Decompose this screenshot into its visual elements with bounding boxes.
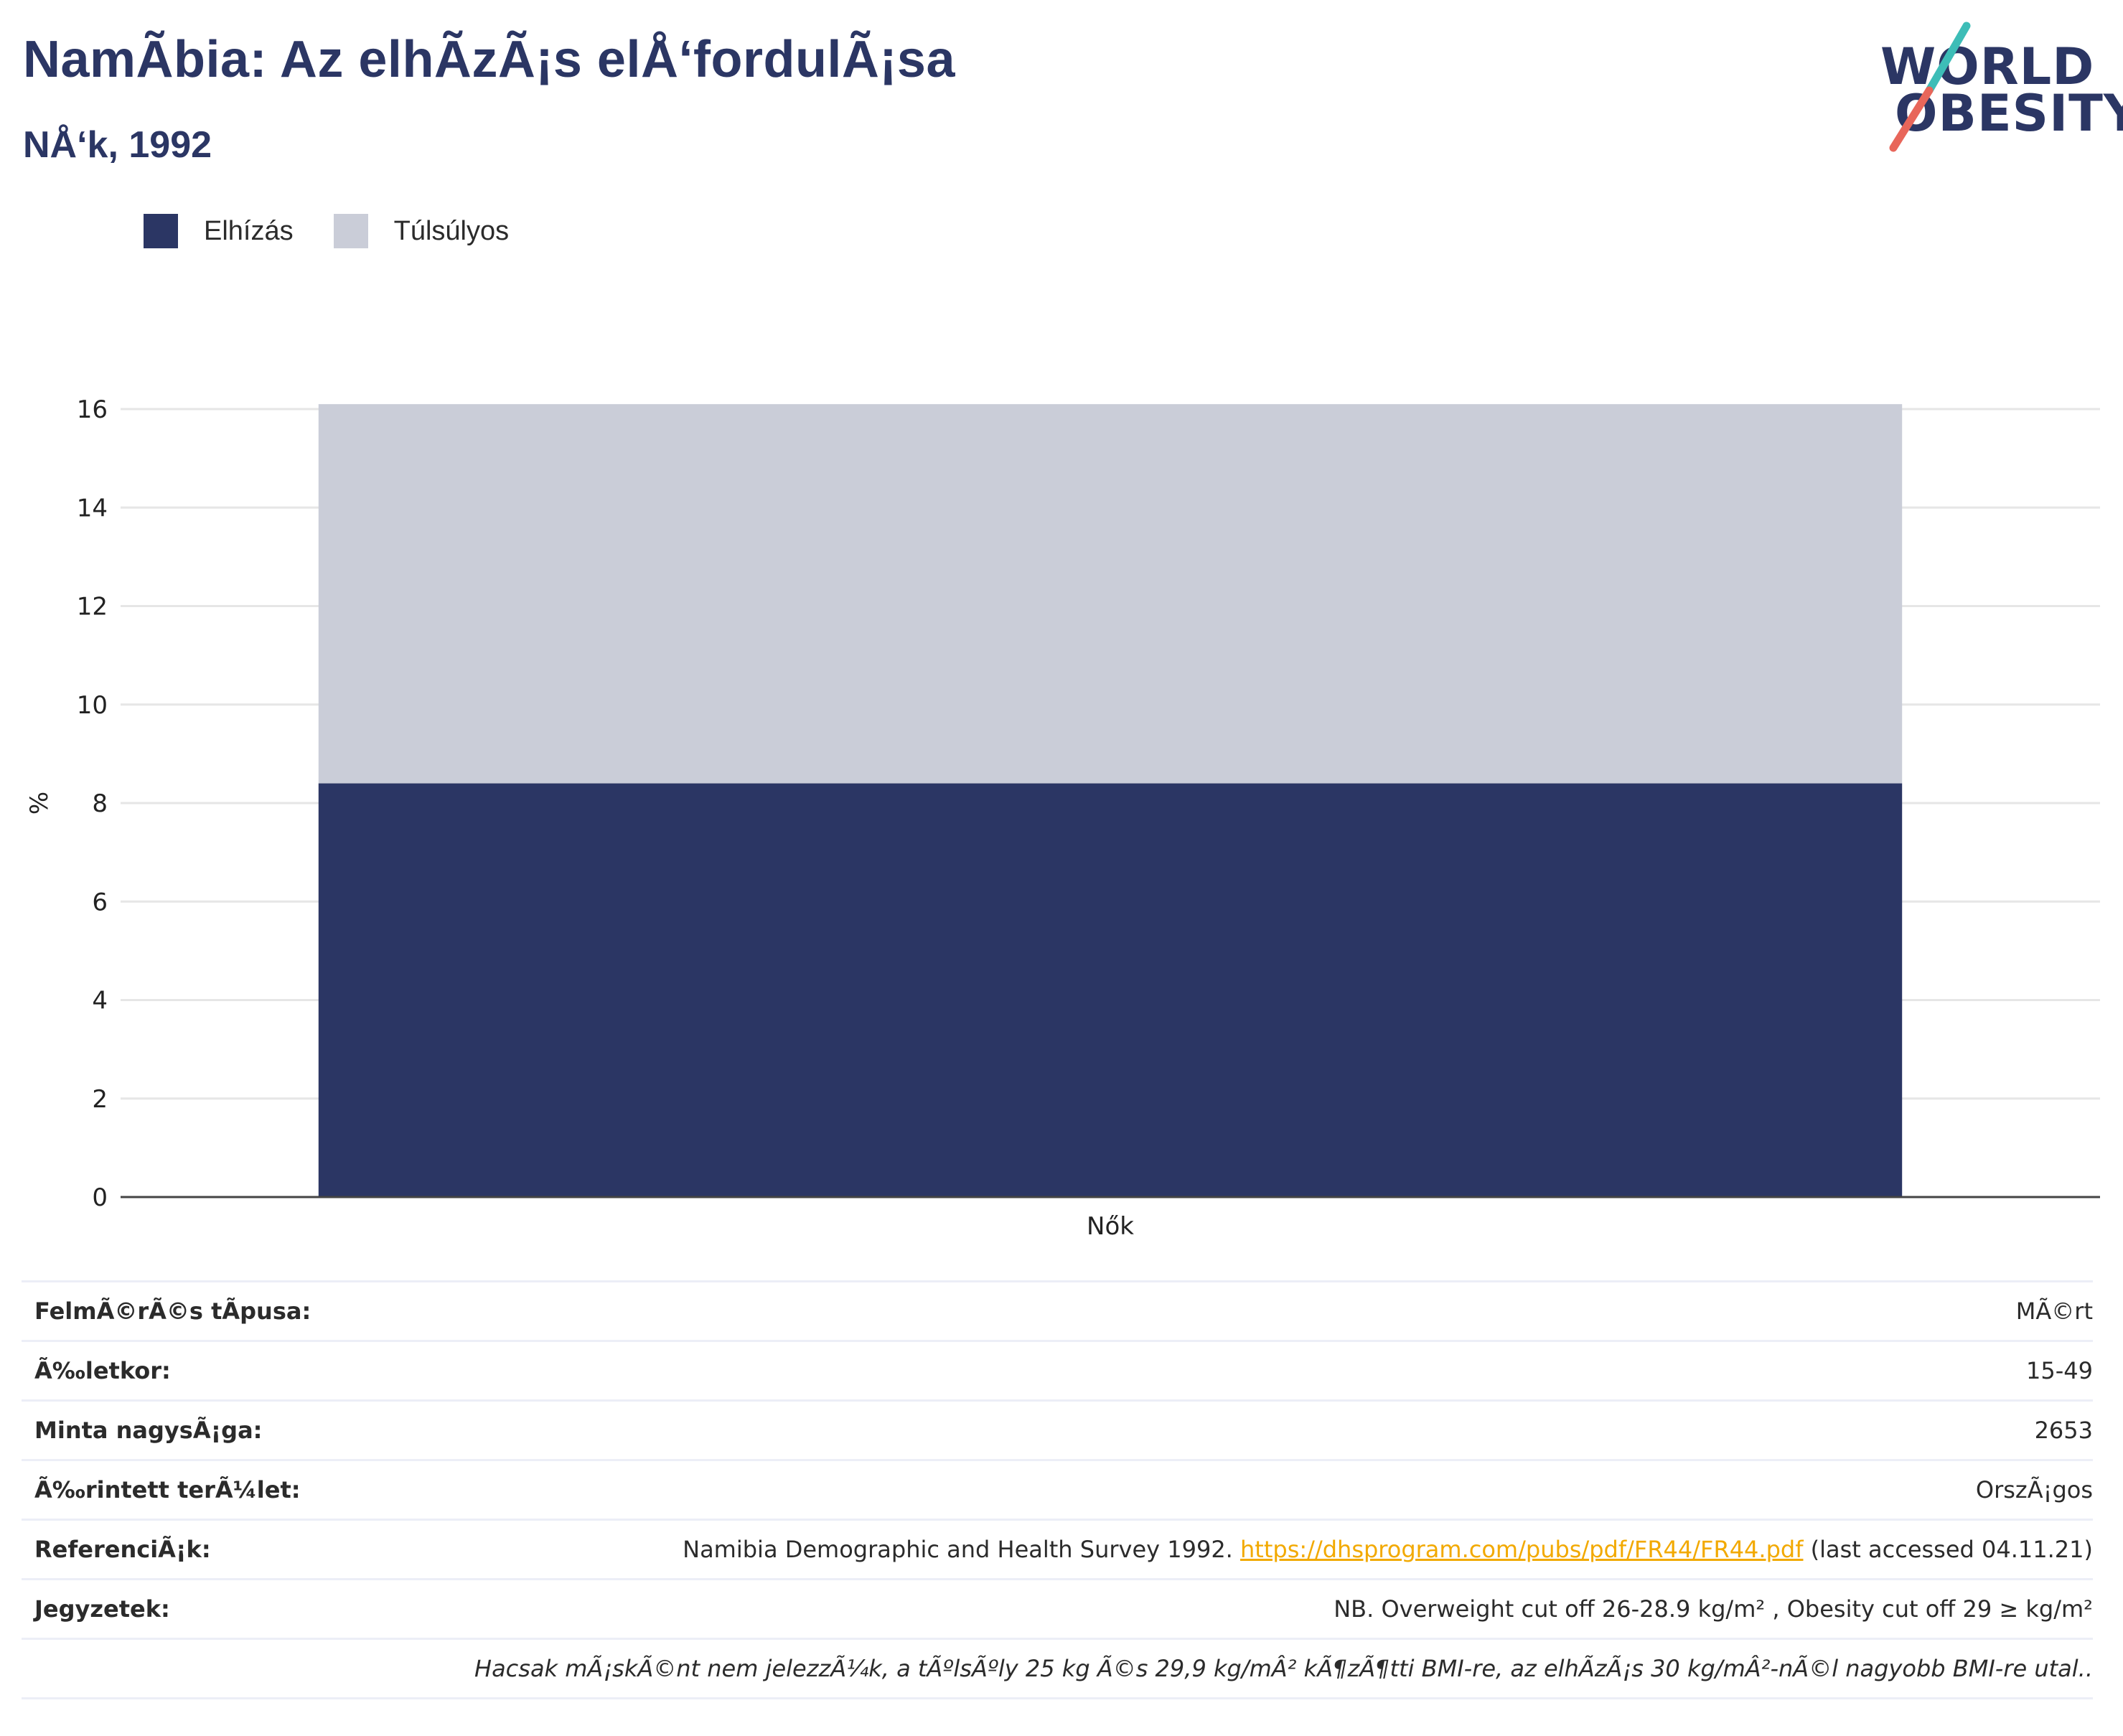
chart-title: NamÃbia: Az elhÃzÃ¡s elÅ‘fordulÃ¡sa <box>23 31 955 88</box>
reference-accessed: (last accessed 04.11.21) <box>1803 1536 2093 1563</box>
chart-subtitle: NÅ‘k, 1992 <box>23 124 212 166</box>
y-tick-label: 0 <box>92 1183 108 1212</box>
bar-segment-overweight <box>318 404 1903 784</box>
logo-slash-icon <box>1889 22 1971 152</box>
info-row-footnote: Hacsak mÃ¡skÃ©nt nem jelezzÃ¼k, a tÃºlsÃ… <box>22 1638 2093 1699</box>
info-row-references: ReferenciÃ¡k: Namibia Demographic and He… <box>22 1519 2093 1578</box>
bar-chart: 0 2 4 6 8 10 12 14 16% Nők <box>25 395 2100 1241</box>
info-row-sample-size: Minta nagysÃ¡ga: 2653 <box>22 1399 2093 1459</box>
y-tick-label: 2 <box>92 1085 108 1114</box>
y-tick-label: 16 <box>77 395 108 424</box>
info-value: OrszÃ¡gos <box>1975 1476 2093 1503</box>
y-tick-label: 4 <box>92 987 108 1015</box>
info-label: Jegyzetek: <box>34 1595 170 1623</box>
reference-link[interactable]: https://dhsprogram.com/pubs/pdf/FR44/FR4… <box>1240 1536 1804 1563</box>
bar-segment-obesity <box>318 783 1903 1197</box>
info-value: 15-49 <box>2026 1357 2093 1384</box>
y-tick-label: 6 <box>92 888 108 916</box>
world-obesity-logo[interactable]: WORLD OBESITY <box>1866 20 2123 156</box>
info-label: FelmÃ©rÃ©s tÃpusa: <box>34 1298 311 1325</box>
legend-label-overweight: Túlsúlyos <box>393 215 510 246</box>
reference-text: Namibia Demographic and Health Survey 19… <box>683 1536 1241 1563</box>
x-tick-label: Nők <box>1087 1212 1134 1241</box>
chart-legend: Elhízás Túlsúlyos <box>144 212 549 250</box>
legend-item-overweight[interactable]: Túlsúlyos <box>333 214 510 248</box>
info-value: NB. Overweight cut off 26-28.9 kg/m² , O… <box>1334 1595 2093 1623</box>
logo-word-obesity: OBESITY <box>1895 84 2123 143</box>
y-axis-label: % <box>25 792 54 815</box>
info-value: 2653 <box>2034 1417 2093 1444</box>
logo-word-world: WORLD <box>1880 37 2095 96</box>
info-label: Minta nagysÃ¡ga: <box>34 1417 263 1444</box>
legend-item-obesity[interactable]: Elhízás <box>144 214 294 248</box>
info-row-age: Ã‰letkor: 15-49 <box>22 1340 2093 1399</box>
y-tick-label: 8 <box>92 789 108 818</box>
info-table: FelmÃ©rÃ©s tÃpusa: MÃ©rt Ã‰letkor: 15-49… <box>22 1280 2093 1699</box>
info-label: ReferenciÃ¡k: <box>34 1536 211 1563</box>
legend-label-obesity: Elhízás <box>204 215 294 246</box>
legend-swatch-overweight <box>333 214 368 248</box>
reference-value: Namibia Demographic and Health Survey 19… <box>683 1536 2093 1563</box>
legend-swatch-obesity <box>144 214 178 248</box>
info-row-survey-type: FelmÃ©rÃ©s tÃpusa: MÃ©rt <box>22 1280 2093 1340</box>
y-tick-label: 12 <box>77 593 108 621</box>
info-value: MÃ©rt <box>2015 1298 2093 1325</box>
info-label: Ã‰letkor: <box>34 1357 171 1384</box>
info-label: Ã‰rintett terÃ¼let: <box>34 1476 301 1503</box>
footnote-text: Hacsak mÃ¡skÃ©nt nem jelezzÃ¼k, a tÃºlsÃ… <box>474 1655 2093 1682</box>
info-row-notes: Jegyzetek: NB. Overweight cut off 26-28.… <box>22 1578 2093 1638</box>
info-row-area: Ã‰rintett terÃ¼let: OrszÃ¡gos <box>22 1459 2093 1519</box>
y-tick-label: 14 <box>77 494 108 522</box>
y-tick-label: 10 <box>77 691 108 720</box>
